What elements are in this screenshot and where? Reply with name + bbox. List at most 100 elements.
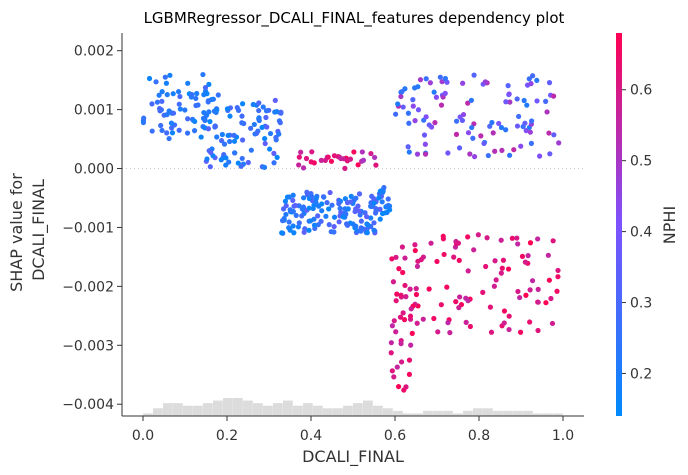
- scatter-point: [439, 79, 445, 85]
- scatter-point: [352, 208, 358, 215]
- scatter-point: [498, 124, 505, 131]
- scatter-point: [525, 253, 531, 259]
- scatter-point: [548, 295, 554, 302]
- scatter-point: [364, 230, 370, 236]
- scatter-point: [394, 364, 400, 370]
- scatter-point: [481, 140, 487, 147]
- colorbar-tick-label: 0.5: [630, 154, 652, 170]
- scatter-point: [372, 210, 379, 216]
- scatter-point: [245, 159, 251, 166]
- scatter-point: [353, 223, 359, 229]
- scatter-point: [342, 196, 348, 202]
- scatter-point: [318, 157, 324, 163]
- scatter-point: [239, 120, 245, 126]
- scatter-point: [514, 96, 520, 102]
- scatter-point: [195, 102, 201, 108]
- histogram-bar: [253, 403, 263, 416]
- scatter-point: [414, 263, 421, 269]
- scatter-point: [327, 189, 333, 196]
- scatter-point: [507, 99, 513, 105]
- scatter-point: [456, 257, 462, 263]
- scatter-point: [170, 91, 176, 97]
- scatter-point: [442, 90, 448, 96]
- scatter-point: [154, 99, 160, 105]
- scatter-point: [423, 76, 429, 82]
- scatter-point: [413, 286, 419, 292]
- scatter-point: [189, 92, 195, 98]
- scatter-point: [527, 287, 533, 293]
- scatter-point: [470, 135, 476, 141]
- scatter-point: [514, 235, 520, 241]
- scatter-point: [235, 160, 241, 166]
- scatter-point: [225, 132, 231, 139]
- scatter-point: [271, 150, 277, 156]
- scatter-point: [256, 117, 262, 124]
- scatter-point: [373, 162, 379, 168]
- scatter-point: [277, 120, 283, 126]
- histogram-bar: [363, 400, 373, 416]
- scatter-point: [207, 118, 213, 125]
- histogram-bar: [223, 398, 233, 416]
- scatter-point: [546, 80, 553, 86]
- scatter-point: [287, 227, 293, 233]
- scatter-point: [313, 196, 319, 202]
- scatter-point: [320, 194, 327, 200]
- scatter-point: [453, 131, 460, 137]
- x-tick-label: 1.0: [552, 428, 574, 444]
- scatter-point: [501, 320, 507, 326]
- scatter-point: [304, 189, 310, 195]
- scatter-point: [273, 134, 279, 141]
- scatter-point: [460, 80, 466, 86]
- scatter-point: [256, 100, 262, 106]
- scatter-point: [221, 141, 228, 147]
- scatter-point: [389, 323, 395, 329]
- scatter-point: [457, 114, 463, 120]
- scatter-point: [482, 79, 488, 85]
- scatter-point: [399, 244, 405, 250]
- scatter-point: [543, 300, 549, 306]
- scatter-point: [226, 159, 232, 165]
- scatter-point: [328, 158, 335, 164]
- scatter-point: [355, 162, 361, 168]
- scatter-point: [422, 141, 428, 147]
- scatter-point: [343, 221, 350, 227]
- scatter-point: [164, 130, 170, 136]
- scatter-point: [409, 330, 415, 336]
- scatter-point: [212, 123, 218, 130]
- scatter-point: [390, 279, 397, 285]
- scatter-point: [403, 294, 409, 300]
- scatter-point: [163, 80, 170, 86]
- scatter-point: [279, 218, 286, 224]
- histogram-bar: [263, 405, 273, 416]
- scatter-point: [455, 240, 462, 246]
- scatter-point: [299, 206, 305, 212]
- scatter-point: [342, 165, 348, 171]
- scatter-point: [325, 154, 331, 160]
- scatter-point: [388, 350, 394, 356]
- scatter-point: [336, 200, 342, 207]
- scatter-point: [530, 73, 536, 79]
- histogram-bar: [383, 408, 393, 416]
- scatter-point: [303, 155, 310, 162]
- scatter-point: [437, 74, 443, 80]
- histogram-bar: [523, 410, 533, 416]
- scatter-point: [444, 284, 450, 290]
- scatter-point: [405, 144, 411, 150]
- scatter-point: [515, 288, 521, 295]
- scatter-point: [397, 314, 404, 320]
- scatter-point: [358, 218, 364, 224]
- scatter-point: [406, 149, 412, 155]
- histogram-bar: [463, 410, 473, 416]
- scatter-point: [393, 111, 399, 117]
- scatter-point: [456, 145, 463, 151]
- scatter-point: [396, 266, 402, 272]
- histogram-bar: [343, 405, 353, 416]
- scatter-point: [167, 72, 173, 78]
- scatter-point: [514, 123, 521, 129]
- scatter-point: [159, 98, 165, 104]
- histogram-bar: [183, 405, 193, 416]
- scatter-point: [309, 149, 315, 155]
- scatter-point: [256, 107, 262, 114]
- scatter-point: [295, 224, 301, 230]
